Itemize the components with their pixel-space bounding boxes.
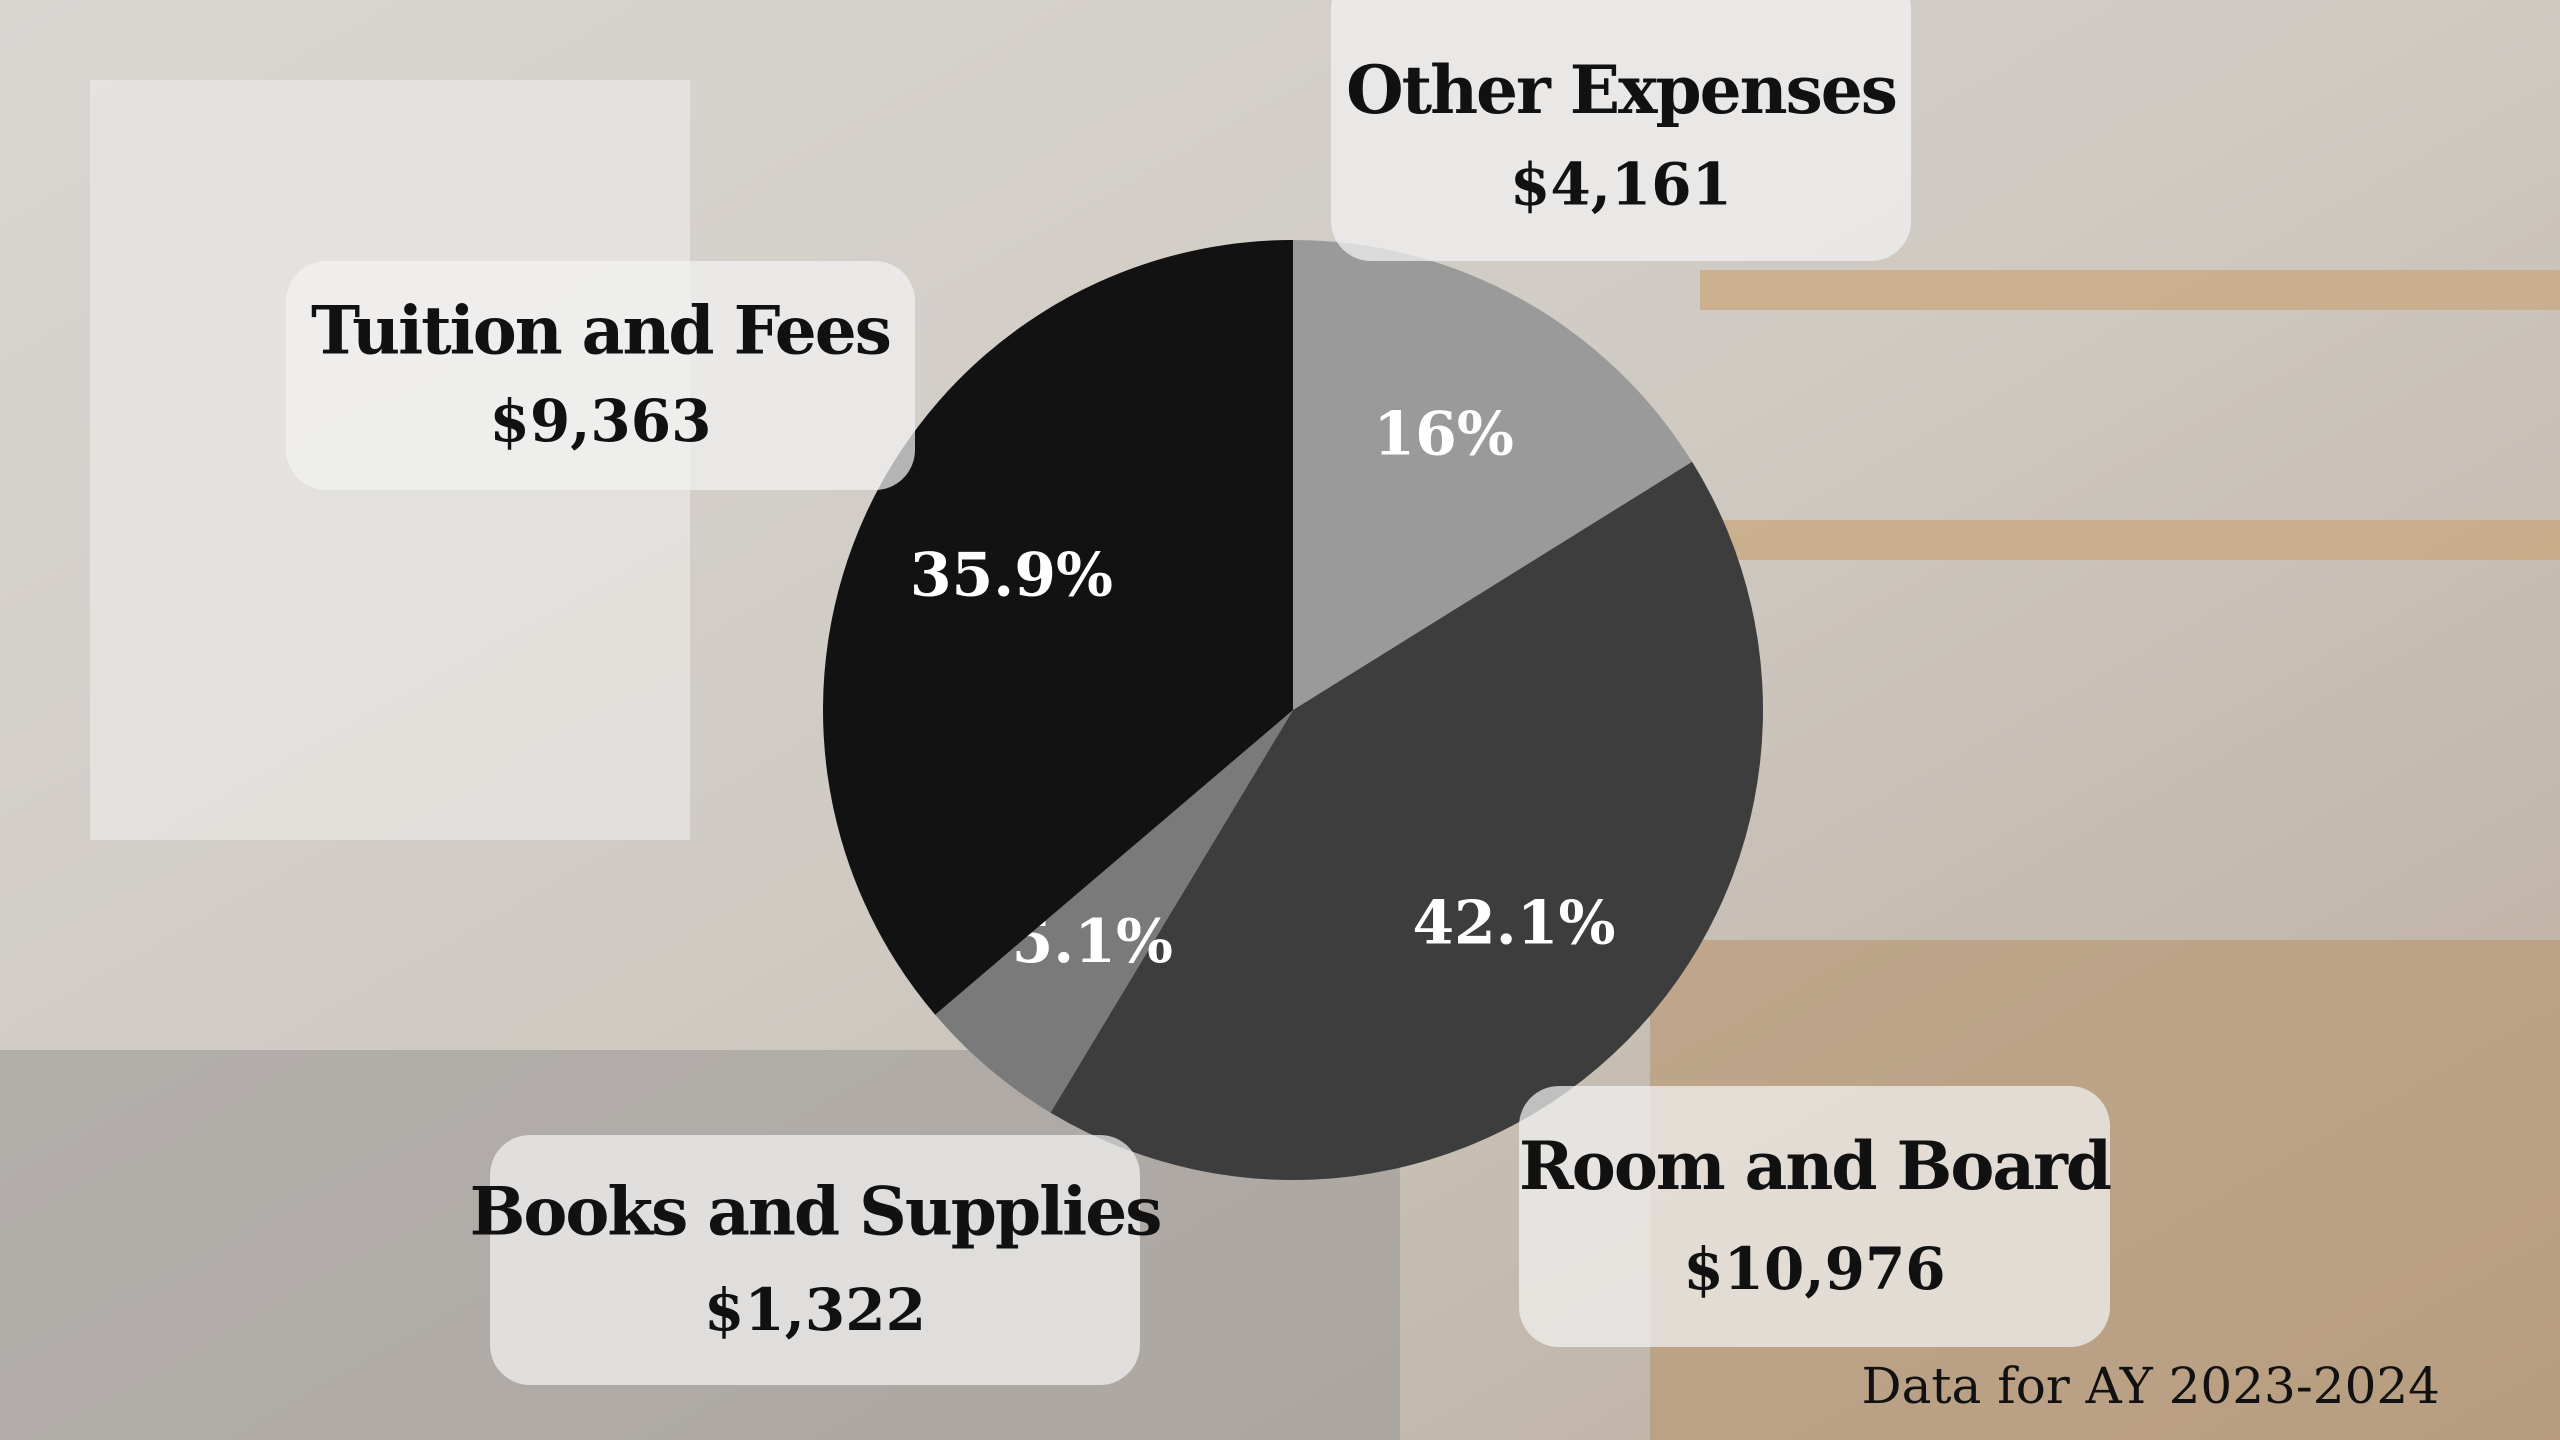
label-box	[1331, 0, 1911, 261]
slice-label: 16%	[1373, 399, 1514, 469]
pie-slice	[1050, 461, 1763, 1180]
category-label: Tuition and Fees	[311, 292, 890, 370]
label-box	[286, 261, 915, 490]
pie-slice	[935, 710, 1293, 1113]
label-box	[1519, 1086, 2110, 1347]
slice-label: 42.1%	[1412, 888, 1615, 958]
amount-label: $1,322	[704, 1276, 926, 1344]
category-label: Room and Board	[1519, 1127, 2111, 1205]
shelf	[1700, 270, 2560, 310]
amount-label: $4,161	[1510, 151, 1732, 219]
amount-label: $10,976	[1683, 1235, 1945, 1303]
category-label: Books and Supplies	[470, 1173, 1161, 1251]
label-box	[490, 1135, 1140, 1385]
pie-slice	[1293, 240, 1693, 710]
amount-label: $9,363	[490, 387, 712, 455]
slice-label: 35.9%	[910, 540, 1113, 610]
footnote: Data for AY 2023-2024	[1862, 1357, 2440, 1415]
category-label: Other Expenses	[1346, 51, 1896, 129]
shelf	[1700, 520, 2560, 560]
pie-slice	[823, 239, 1293, 1015]
